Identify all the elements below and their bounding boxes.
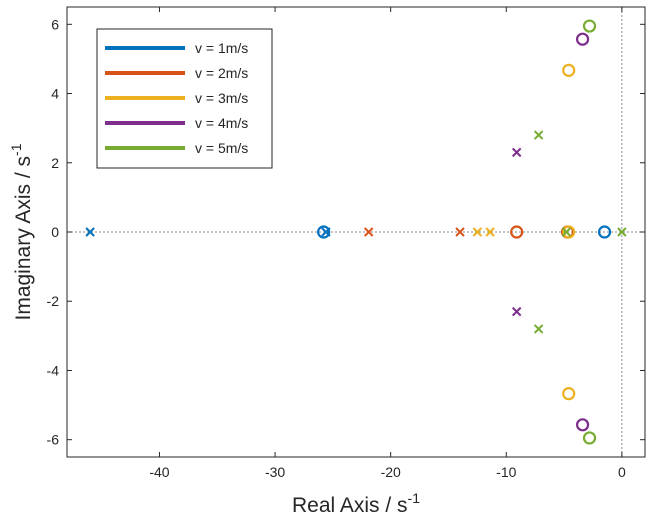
pole-marker [533,130,544,140]
x-tick-label: 0 [618,464,626,480]
zero-marker [575,418,590,432]
zero-marker [582,431,597,445]
pole-marker [511,306,522,317]
legend-entry: v = 3m/s [105,90,248,106]
zero-marker [562,387,576,401]
y-axis-label-text: Imaginary Axis / s [12,156,35,321]
x-axis-label-exponent: -1 [408,490,421,506]
y-tick-label: 0 [51,224,59,240]
x-tick-label: -40 [149,464,169,480]
x-axis-label: Real Axis / s-1 [292,490,420,517]
legend-label: v = 4m/s [195,115,248,131]
legend-entry: v = 4m/s [105,115,248,131]
legend-entry: v = 1m/s [105,40,248,56]
pole-marker [561,227,572,237]
zero-marker [510,225,524,239]
pole-zero-markers [85,19,627,445]
pole-marker [472,227,483,237]
y-tick-label: 6 [51,16,59,32]
y-tick-label: -2 [47,293,60,309]
pole-marker [85,227,95,237]
legend-label: v = 5m/s [195,140,248,156]
legend: v = 1m/s v = 2m/s v = 3m/s v = 4m/s v = 5m/s [96,28,273,169]
y-axis-label-exponent: -1 [8,143,24,156]
x-tick-label: -10 [496,464,516,480]
series-5-markers [533,19,627,445]
x-axis-ticks: -40 -30 -20 -10 0 [149,7,626,480]
legend-entry: v = 2m/s [105,65,248,81]
y-tick-label: -4 [47,362,60,378]
pole-marker [533,324,544,334]
zero-marker [575,32,590,46]
series-4-markers [511,32,590,432]
legend-label: v = 2m/s [195,65,248,81]
plot-frame [66,6,646,458]
x-tick-label: -20 [381,464,401,480]
zero-marker [582,19,597,33]
pole-marker [511,147,522,158]
series-1-markers [85,225,612,239]
zero-marker [597,225,612,239]
y-axis-ticks: -6 -4 -2 0 2 4 6 [47,16,645,448]
y-tick-label: 4 [51,86,59,102]
legend-entry: v = 5m/s [105,140,248,156]
zero-marker [562,63,576,77]
y-tick-label: 2 [51,155,59,171]
pole-marker [617,227,627,237]
x-tick-label: -30 [265,464,285,480]
y-axis-label: Imaginary Axis / s-1 [8,143,35,320]
legend-label: v = 1m/s [195,40,248,56]
zero-marker [562,225,576,239]
y-tick-label: -6 [47,432,60,448]
pole-marker [455,227,465,237]
legend-label: v = 3m/s [195,90,248,106]
x-axis-label-text: Real Axis / s [292,494,408,517]
pole-marker [485,227,495,237]
pole-marker [364,227,374,237]
series-3-markers [472,63,576,401]
zero-marker [317,225,331,239]
